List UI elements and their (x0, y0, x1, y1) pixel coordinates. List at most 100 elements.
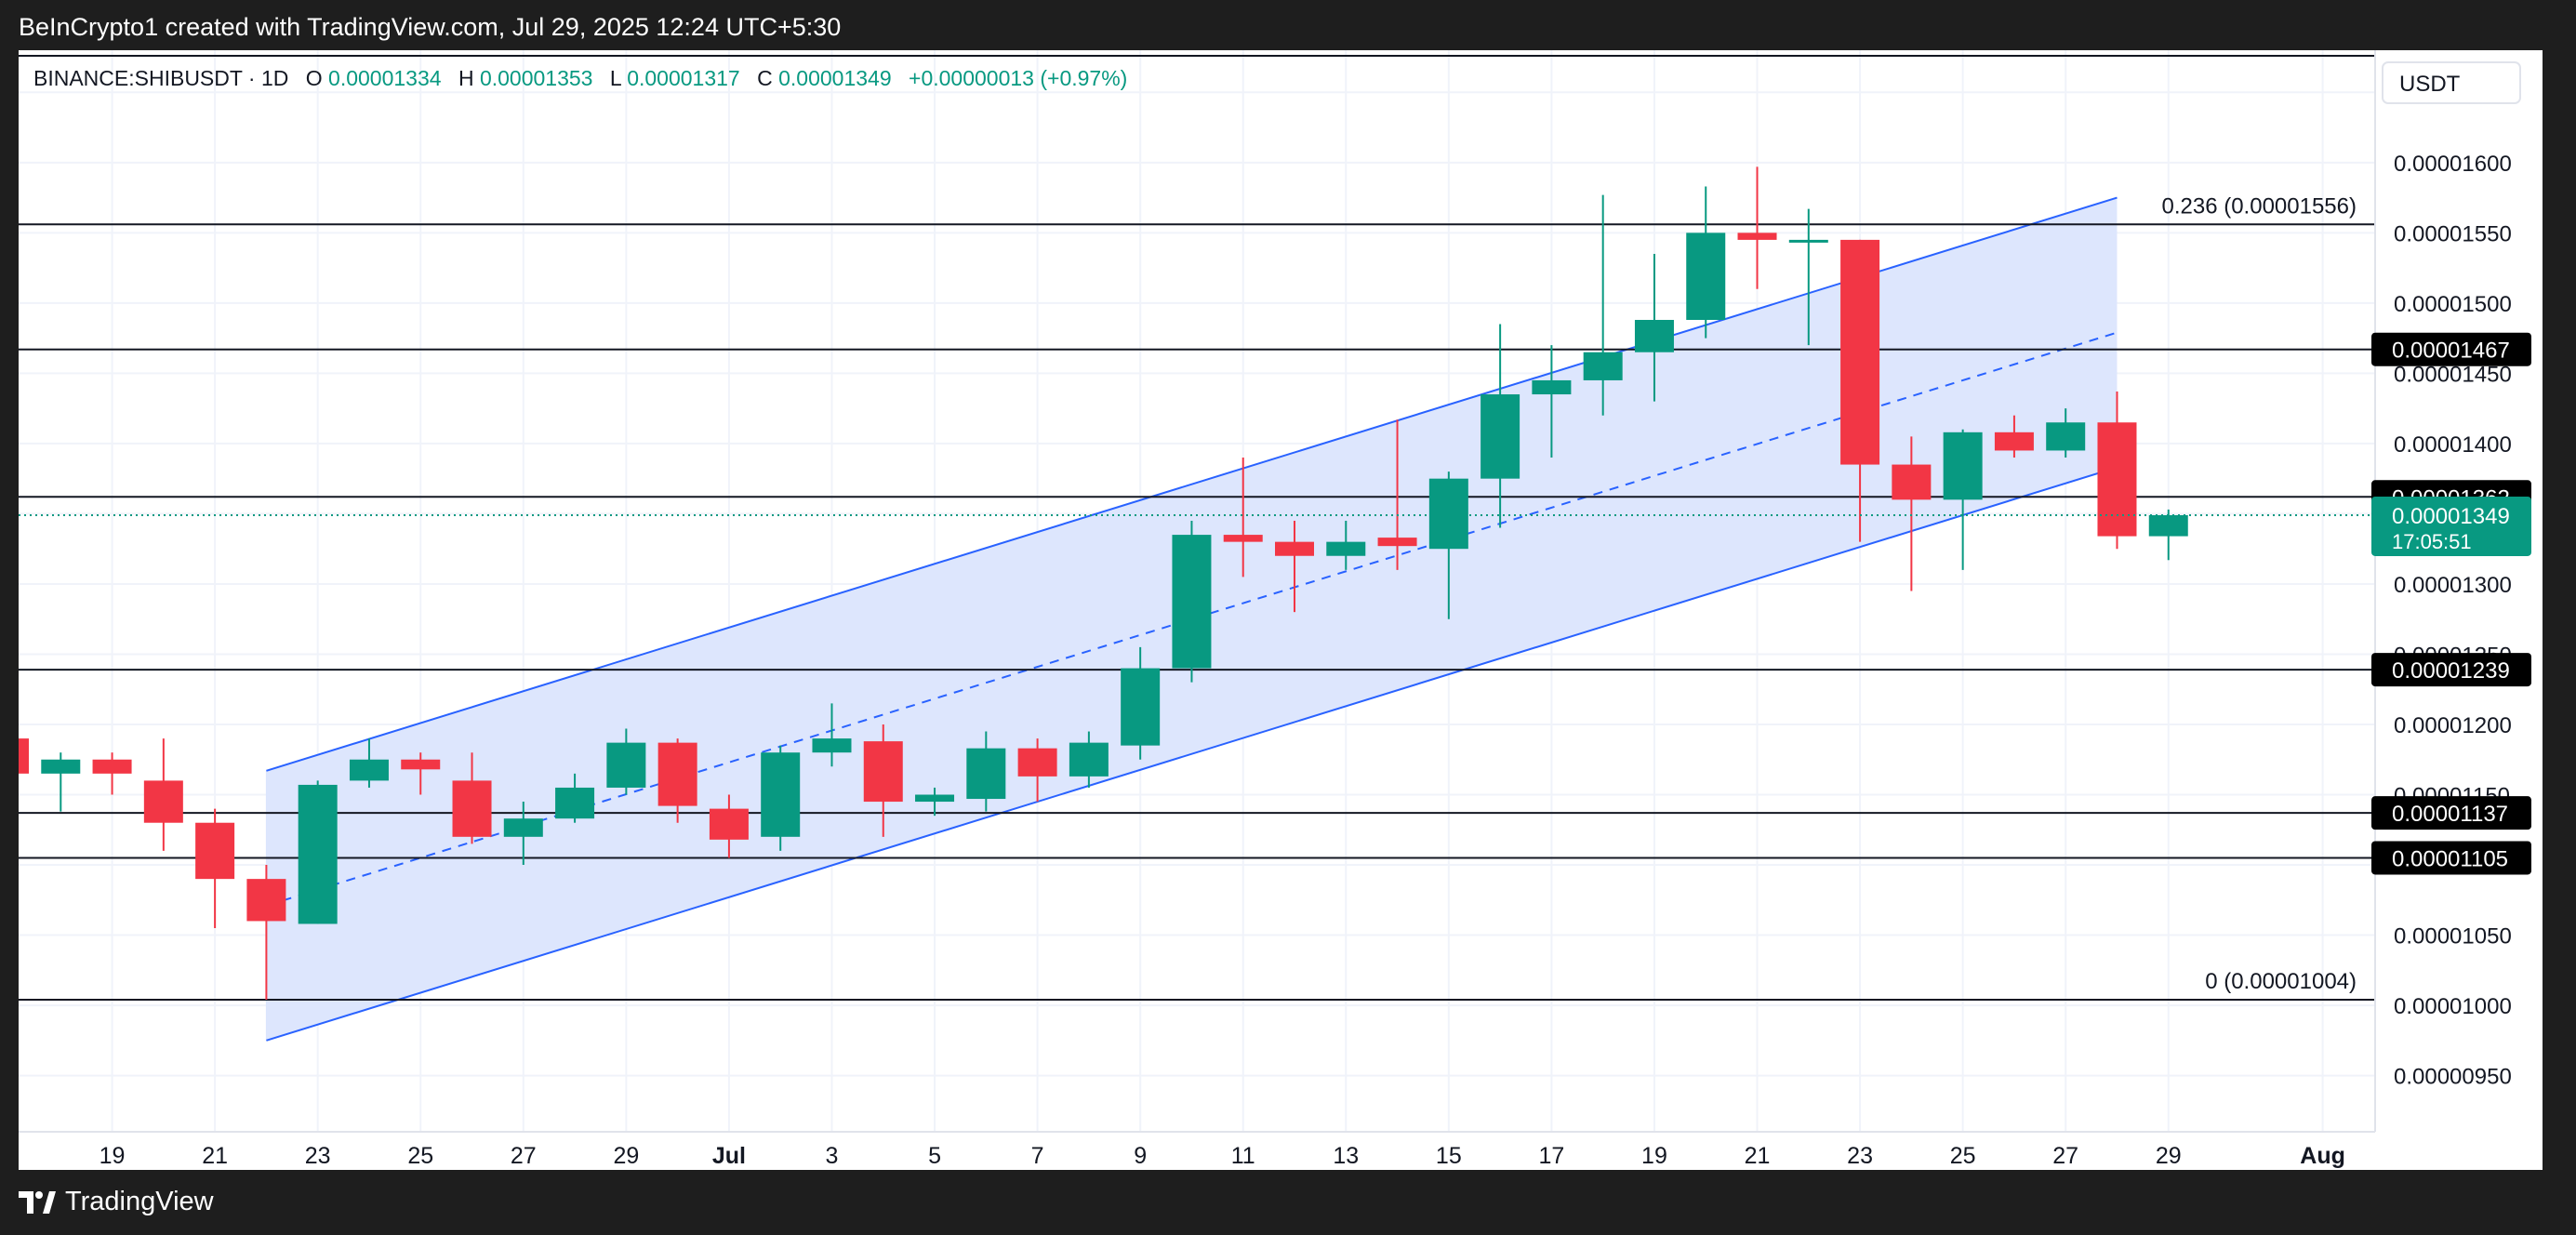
tradingview-logo-icon (19, 1190, 56, 1214)
level-price-tag (2371, 841, 2531, 875)
price-axis: 0.000016500.000016000.000015500.00001500… (2374, 50, 2543, 1132)
candle-body (812, 738, 852, 753)
price-tick-label: 0.00001300 (2394, 573, 2512, 598)
candle-body (1481, 394, 1520, 479)
last-price-tag (2371, 496, 2531, 556)
time-tick-label: 3 (826, 1143, 839, 1169)
candle-body (1121, 668, 1161, 746)
candle-body (966, 748, 1006, 800)
candle-body (1223, 535, 1263, 542)
time-tick-label: 23 (305, 1143, 331, 1169)
level-price-tag-label: 0.00001467 (2392, 339, 2510, 364)
price-tick-label: 0.00001550 (2394, 221, 2512, 246)
candle-body (41, 759, 81, 774)
candle-body (2148, 514, 2188, 537)
candle-body (761, 752, 801, 837)
price-tick-label: 0.00001500 (2394, 292, 2512, 317)
price-tags: 0.000014670.000013620.000012390.00001137… (2371, 332, 2531, 875)
horizontal-levels[interactable]: 0.236 (0.00001556) 0 (0.00001004) (19, 55, 2375, 1002)
candle-body (1686, 232, 1726, 320)
price-tick-label: 0.00001600 (2394, 152, 2512, 177)
candle-body (0, 738, 29, 774)
price-tick-label: 0.00001200 (2394, 713, 2512, 738)
time-tick-label: 21 (202, 1143, 228, 1169)
candle-body (1943, 432, 1983, 500)
level-price-tag-label: 0.00001239 (2392, 658, 2510, 684)
time-tick-label: 29 (2156, 1143, 2182, 1169)
candle-body (915, 794, 955, 803)
candlestick-chart[interactable]: 0.236 (0.00001556) 0 (0.00001004) 0.00001… (0, 50, 2543, 1170)
chart-area[interactable]: 0.236 (0.00001556) 0 (0.00001004) 0.00001… (0, 50, 2543, 1170)
bottom-bar: TradingView (0, 1170, 2576, 1235)
time-tick-label: 7 (1031, 1143, 1044, 1169)
time-tick-label: 27 (511, 1143, 537, 1169)
time-tick-label: 11 (1231, 1143, 1255, 1169)
close-value: 0.00001349 (778, 66, 892, 90)
time-tick-label: 23 (1847, 1143, 1873, 1169)
candle-body (555, 787, 595, 819)
candle-body (1788, 239, 1828, 243)
time-tick-label: 21 (1745, 1143, 1771, 1169)
candle-body (246, 879, 286, 922)
price-tick-label: 0.00000950 (2394, 1065, 2512, 1090)
candles (0, 166, 2188, 1001)
time-axis: 19 21 23 25 27 29 Jul 3 5 7 9 11 13 15 17 19 21 23 25 27 29 A… (19, 1131, 2375, 1169)
candle-body (1326, 541, 1366, 556)
time-tick-label: Jul (712, 1143, 746, 1169)
candle-body (1275, 541, 1314, 556)
candle-body (195, 822, 235, 880)
level-price-tag-label: 0.00001105 (2392, 846, 2508, 871)
low-label: L (610, 66, 622, 90)
time-tick-label: 5 (928, 1143, 941, 1169)
top-bar: BeInCrypto1 created with TradingView.com… (0, 0, 2576, 50)
level-price-tag-label: 0.00001137 (2392, 802, 2508, 827)
low-value: 0.00001317 (627, 66, 740, 90)
level-price-tag (2371, 796, 2531, 830)
candle-body (2097, 422, 2137, 537)
time-tick-label: 9 (1134, 1143, 1147, 1169)
last-price-countdown: 17:05:51 (2392, 530, 2472, 553)
level-label: 0.236 (0.00001556) (2161, 193, 2357, 219)
time-tick-label: 19 (100, 1143, 126, 1169)
candle-body (298, 784, 338, 924)
open-value: 0.00001334 (328, 66, 442, 90)
candle-body (452, 780, 492, 837)
candle-body (1377, 538, 1417, 547)
level-label: 0 (0.00001004) (2205, 969, 2357, 994)
time-tick-label: 25 (407, 1143, 433, 1169)
candle-body (401, 759, 441, 770)
candle-body (143, 780, 183, 823)
tradingview-logo-text: TradingView (65, 1187, 214, 1216)
open-label: O (306, 66, 323, 90)
tradingview-logo[interactable]: TradingView (19, 1187, 214, 1217)
candle-body (1840, 239, 1880, 465)
time-tick-label: 15 (1436, 1143, 1462, 1169)
time-tick-label: 29 (613, 1143, 639, 1169)
time-tick-label: 13 (1333, 1143, 1359, 1169)
time-tick-label: 17 (1538, 1143, 1564, 1169)
candle-body (349, 759, 389, 781)
candle-body (1428, 478, 1468, 550)
level-price-tag (2371, 332, 2531, 366)
candle-body (657, 742, 697, 806)
currency-box[interactable] (2382, 61, 2521, 104)
candle-body (863, 741, 903, 803)
price-tick-label: 0.00001050 (2394, 924, 2512, 949)
candle-body (1892, 464, 1932, 500)
candle-body (503, 818, 543, 837)
candle-body (1737, 232, 1777, 240)
time-tick-label: Aug (2300, 1143, 2345, 1169)
close-label: C (757, 66, 773, 90)
candle-body (606, 742, 646, 788)
candle-body (1994, 432, 2034, 451)
time-tick-label: 27 (2052, 1143, 2078, 1169)
price-axis-background (2375, 50, 2543, 1132)
candle-body (92, 759, 132, 774)
symbol-label: BINANCE:SHIBUSDT · 1D (33, 66, 288, 90)
change-value: +0.00000013 (+0.97%) (909, 66, 1127, 90)
credit-text: BeInCrypto1 created with TradingView.com… (19, 13, 842, 41)
candle-body (1017, 748, 1057, 777)
high-value: 0.00001353 (480, 66, 593, 90)
currency-label: USDT (2399, 72, 2461, 97)
last-price-tag-value: 0.00001349 (2392, 504, 2510, 529)
